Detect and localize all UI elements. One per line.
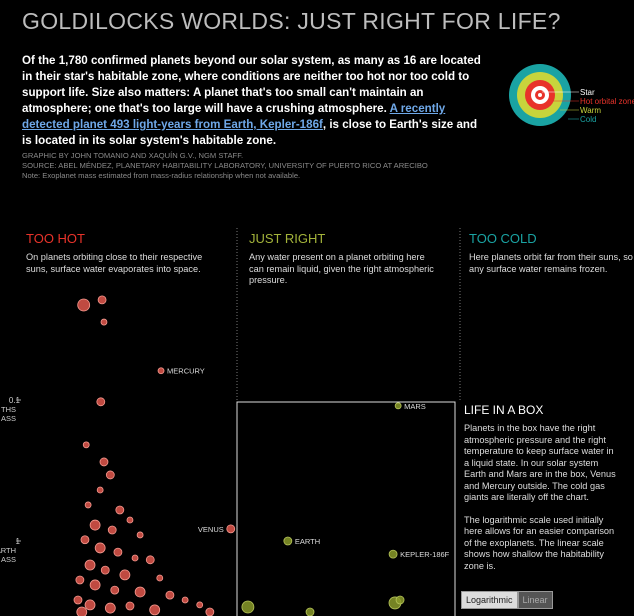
planet (283, 536, 293, 546)
credit: GRAPHIC BY JOHN TOMANIO AND XAQUÍN G.V.,… (22, 151, 244, 160)
planet (84, 559, 96, 571)
planet (388, 549, 398, 559)
planet (84, 501, 92, 509)
zone-text: Here planets orbit far from their suns, … (469, 252, 633, 274)
key-label: Hot orbital zone (580, 97, 634, 106)
title: GOLDILOCKS WORLDS: JUST RIGHT FOR LIFE? (22, 8, 561, 34)
scale-button[interactable]: Logarithmic (461, 591, 518, 609)
planet (107, 525, 117, 535)
note: Note: Exoplanet mass estimated from mass… (22, 171, 301, 180)
planet (165, 590, 175, 600)
planet (99, 457, 109, 467)
planet (76, 606, 88, 616)
planet (89, 519, 101, 531)
planet (126, 516, 134, 524)
box-title: LIFE IN A BOX (464, 403, 544, 417)
key-label: Warm (580, 106, 601, 115)
planet (97, 295, 107, 305)
zone-text: Any water present on a planet orbiting h… (249, 252, 434, 285)
box-text: The logarithmic scale used initially her… (464, 514, 615, 571)
planet (77, 298, 91, 312)
habitable-box (236, 401, 456, 616)
planet (394, 402, 402, 410)
planet (105, 470, 115, 480)
planet (196, 601, 204, 609)
zone-title: JUST RIGHT (249, 231, 326, 246)
planet (134, 586, 146, 598)
planet (75, 575, 85, 585)
planet (80, 535, 90, 545)
scale-toggle: Logarithmic Linear (461, 591, 553, 609)
zone-title: TOO COLD (469, 231, 537, 246)
planet (181, 596, 189, 604)
credit: SOURCE: ABEL MÉNDEZ, PLANETARY HABITABIL… (22, 161, 428, 170)
planet (115, 505, 125, 515)
planet (156, 574, 164, 582)
planet (100, 318, 108, 326)
y-axis-caption: THS (1, 405, 16, 414)
planet (82, 441, 90, 449)
scale-button[interactable]: Linear (517, 591, 553, 609)
y-axis-caption: ARTH (0, 546, 16, 555)
planet (136, 531, 144, 539)
key-label: Star (580, 88, 595, 97)
box-note: LIFE IN A BOX Planets in the box have th… (464, 403, 620, 583)
intro-text: , is close to Earth's size and is locate… (22, 118, 478, 147)
planet (145, 555, 155, 565)
zone: JUST RIGHT Any water present on a planet … (249, 231, 439, 287)
box-text: Planets in the box have the right atmosp… (464, 423, 616, 502)
zone-title: TOO HOT (26, 231, 85, 246)
planet (125, 601, 135, 611)
intro-text: Of the 1,780 confirmed planets beyond ou… (22, 54, 481, 115)
intro: Of the 1,780 confirmed planets beyond ou… (22, 53, 484, 149)
planet (395, 595, 405, 605)
planet-label: KEPLER-186F (400, 550, 450, 559)
planet (110, 585, 120, 595)
planet (226, 524, 236, 534)
planet-label: EARTH (295, 537, 320, 546)
planet (73, 595, 83, 605)
key-label: Cold (580, 115, 596, 124)
planet (89, 579, 101, 591)
planet (157, 367, 165, 375)
planet (149, 604, 161, 616)
credits: GRAPHIC BY JOHN TOMANIO AND XAQUÍN G.V.,… (22, 151, 428, 181)
planet (84, 599, 96, 611)
planet (100, 565, 110, 575)
planet (104, 602, 116, 614)
planet (205, 607, 215, 616)
y-tick-label: 0.1 (9, 396, 21, 405)
planet (96, 486, 104, 494)
planet-label: MERCURY (167, 367, 205, 376)
planet (96, 397, 106, 407)
planet (305, 607, 315, 616)
planet (94, 542, 106, 554)
planet (113, 547, 123, 557)
zone-text: On planets orbiting close to their respe… (26, 252, 203, 274)
y-tick-label: 1 (16, 537, 21, 546)
orbit-ring (538, 93, 542, 97)
planet-label: VENUS (198, 525, 224, 534)
y-axis-caption: ASS (1, 555, 16, 564)
planet-label: MARS (404, 402, 426, 411)
zone: TOO COLD Here planets orbit far from thei… (469, 231, 634, 275)
zone: TOO HOT On planets orbiting close to thei… (26, 231, 206, 275)
planet (241, 600, 255, 614)
planet (131, 554, 139, 562)
article-link[interactable]: A recently detected planet 493 light-yea… (22, 102, 446, 131)
y-axis-caption: ASS (1, 414, 16, 423)
planet (119, 569, 131, 581)
